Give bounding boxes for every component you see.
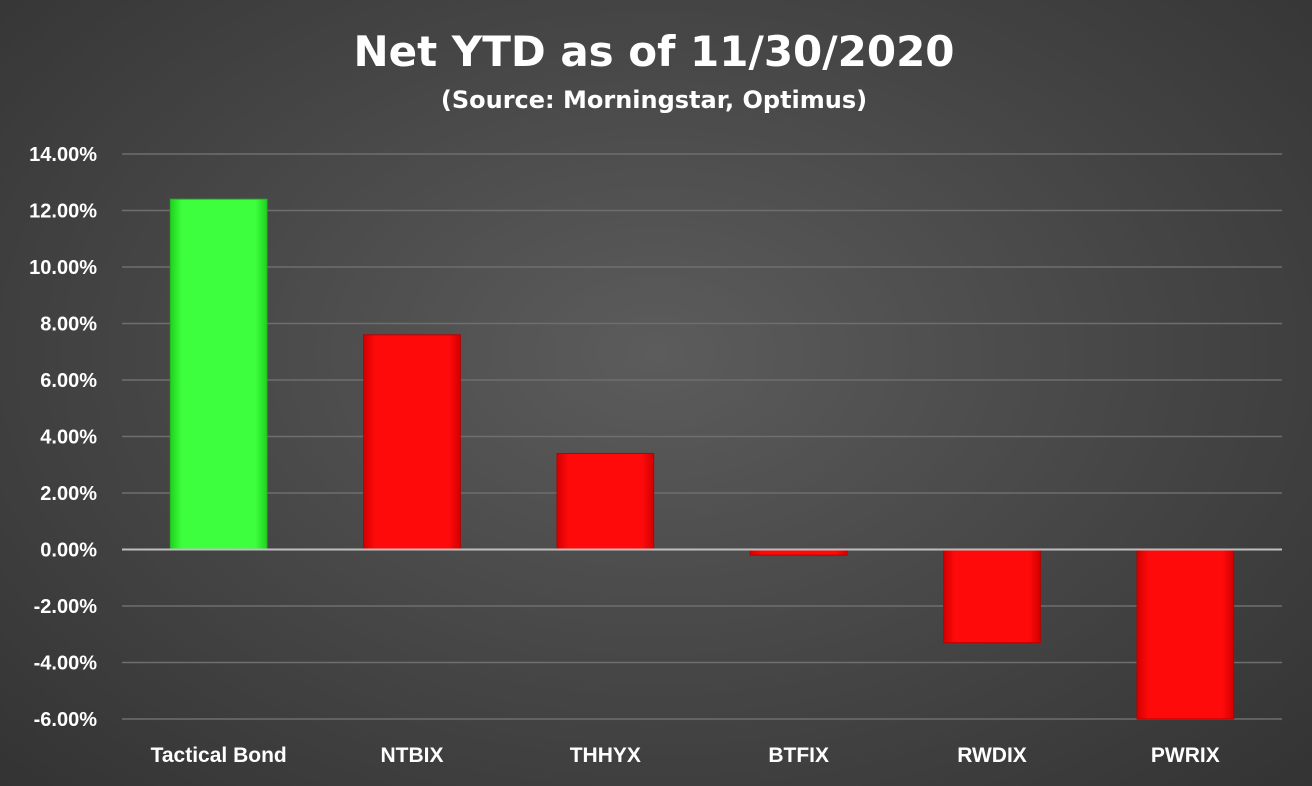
y-tick-label: 10.00%: [29, 257, 97, 279]
y-tick-label: 14.00%: [29, 144, 97, 166]
bar-ntbix: [363, 334, 461, 550]
y-tick-label: -2.00%: [34, 596, 98, 618]
y-tick-label: 8.00%: [40, 314, 97, 336]
bar-pwrix: [1136, 549, 1235, 720]
y-axis-tick-labels: 14.00% 12.00% 10.00% 8.00% 6.00% 4.00% 2.00% 0.…: [29, 144, 97, 731]
x-category-label: NTBIX: [381, 744, 444, 767]
x-category-label: THHYX: [570, 744, 641, 767]
chart-subtitle: (Source: Morningstar, Optimus): [441, 86, 867, 114]
gridlines: [122, 153, 1282, 720]
y-tick-label: 6.00%: [40, 370, 97, 392]
y-tick-label: 0.00%: [40, 540, 97, 562]
bar-thhyx: [556, 452, 655, 551]
x-category-label: Tactical Bond: [151, 744, 287, 767]
x-category-label: PWRIX: [1151, 744, 1220, 767]
y-tick-label: 4.00%: [40, 427, 97, 449]
y-tick-label: 2.00%: [40, 483, 97, 505]
bar-rwdix: [943, 549, 1041, 644]
bars: [169, 198, 1235, 720]
chart-title: Net YTD as of 11/30/2020: [353, 27, 954, 76]
x-category-label: RWDIX: [957, 744, 1027, 767]
x-category-label: BTFIX: [768, 744, 829, 767]
bar-tactical-bond: [169, 198, 268, 550]
y-tick-label: -6.00%: [34, 709, 98, 731]
y-tick-label: 12.00%: [29, 201, 97, 223]
y-tick-label: -4.00%: [34, 653, 98, 675]
x-axis-category-labels: Tactical Bond NTBIX THHYX BTFIX RWDIX PWRIX: [151, 744, 1220, 767]
